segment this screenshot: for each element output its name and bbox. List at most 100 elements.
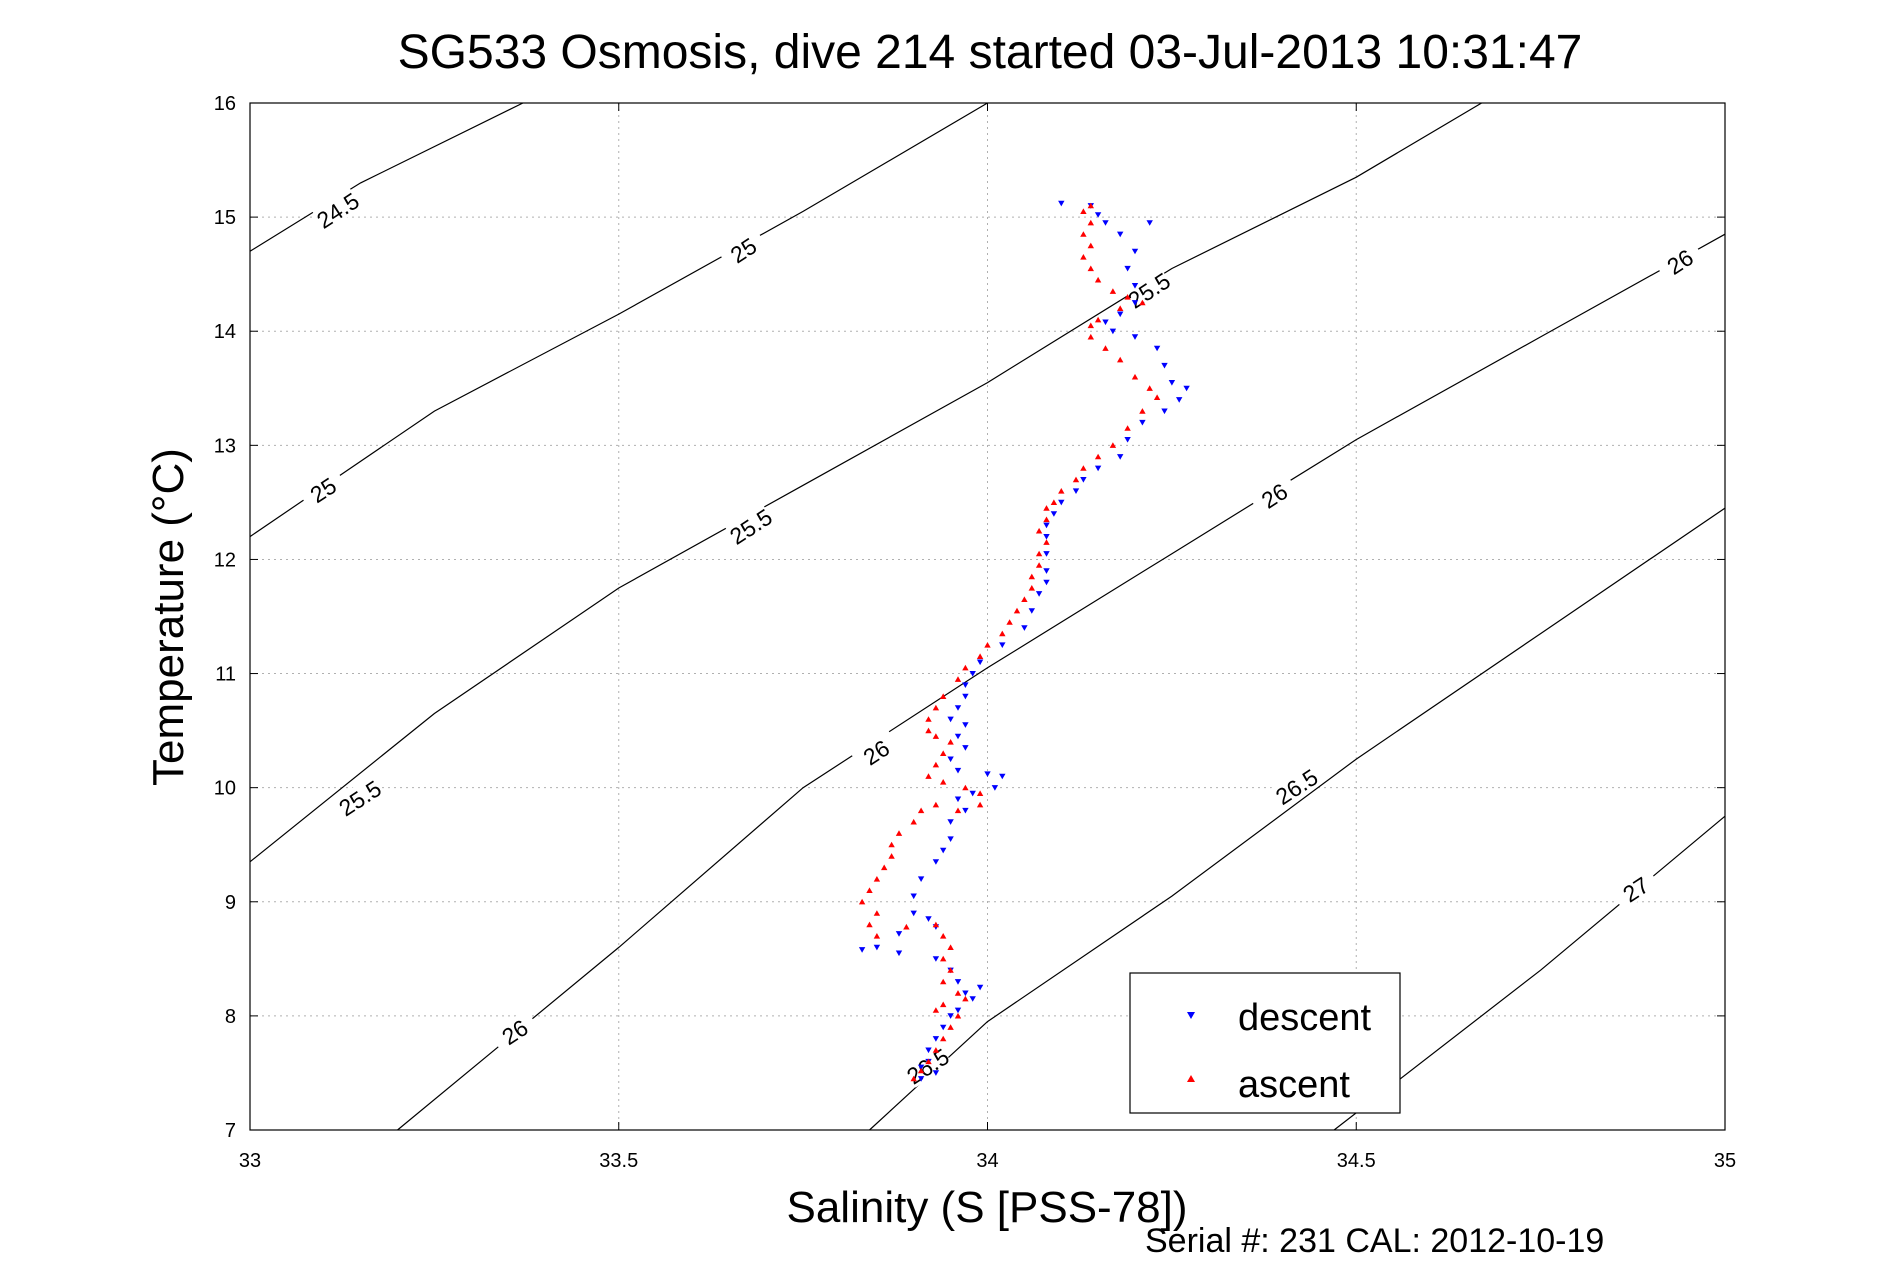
x-tick-label: 34.5 [1337,1150,1376,1172]
ascent-point [954,990,962,996]
ascent-point [1006,619,1013,625]
descent-point [969,996,976,1002]
ascent-point [1139,299,1146,306]
descent-point [910,910,917,917]
descent-point [1183,385,1190,392]
descent-point [1050,511,1058,517]
ascent-point [1013,607,1021,614]
ascent-point [932,921,940,928]
ascent-point [962,784,969,791]
y-tick-label: 11 [215,664,236,686]
ascent-point [917,807,925,814]
descent-point [1043,568,1050,574]
ascent-point [1035,550,1043,557]
descent-point [925,916,932,922]
ascent-point [1087,322,1094,329]
descent-point [1161,362,1168,369]
contour-label-text: 25.5 [1123,267,1175,313]
ascent-point [976,790,984,796]
ascent-point [940,1035,947,1042]
ascent-point [940,779,947,785]
descent-point [947,836,954,842]
legend-descent-label: descent [1238,997,1372,1039]
grid [250,103,1725,1130]
descent-point [991,785,999,791]
density-contour-line [1333,815,1726,1131]
ascent-point [932,1047,940,1053]
ascent-point [947,739,954,745]
ascent-point [910,818,917,825]
density-contour-label: 25.5 [1123,267,1175,313]
descent-point [1131,300,1139,306]
legend-ascent-marker [1187,1075,1195,1082]
descent-point [962,682,969,688]
descent-point [1131,334,1139,340]
descent-point [1058,200,1065,207]
ascent-point [947,1024,954,1030]
ascent-point [1043,505,1050,511]
descent-point [954,767,962,774]
density-contour-label: 26 [1654,239,1705,284]
y-tick-label: 9 [225,892,236,914]
ascent-point [1087,202,1094,209]
descent-point [1043,551,1050,557]
density-contour-label: 25.5 [334,775,386,821]
descent-point [954,1007,962,1014]
descent-point [917,1064,925,1071]
descent-point [1161,408,1168,415]
descent-point [947,756,954,763]
y-tick-label: 15 [214,207,236,229]
ascent-point [1124,425,1131,431]
ascent-point [1080,465,1087,471]
ascent-point [1072,476,1080,483]
ascent-point [1080,208,1087,214]
ascent-point [925,773,932,779]
ascent-point [954,1012,962,1019]
density-contour-line [249,102,524,252]
ascent-point [866,887,873,893]
ascent-point [1087,333,1094,340]
descent-point [917,876,925,882]
descent-point [976,659,984,666]
ascent-point [932,1007,940,1013]
ascent-point [1035,527,1043,534]
ascent-point [940,693,947,699]
ascent-point [947,944,954,950]
contour-label-bg [297,467,348,512]
ascent-point [1094,453,1102,460]
ascent-point [1094,276,1102,283]
x-tick-label: 33.5 [599,1150,638,1172]
ascent-point [940,1001,947,1008]
density-contour-label: 24.5 [312,187,364,233]
ascent-point [940,955,947,962]
descent-point [1094,212,1102,218]
descent-point [1028,608,1035,614]
descent-point [969,671,976,677]
descent-point [932,1036,940,1042]
ascent-point [1035,562,1043,568]
ascent-point [1087,219,1094,226]
x-tick-label: 35 [1714,1150,1736,1172]
descent-point [895,950,903,957]
ascent-point [1124,294,1131,300]
contour-label-bg [902,1043,953,1088]
serial-cal-footer: Serial #: 231 CAL: 2012-10-19 [1145,1222,1604,1260]
ascent-point [1139,408,1146,414]
ascent-point [932,704,940,711]
descent-point [1035,591,1043,597]
descent-point [1176,397,1183,403]
x-tick-label: 34 [976,1150,998,1172]
legend-ascent-label: ascent [1238,1064,1350,1106]
descent-point [873,944,881,951]
descent-point [1043,522,1050,529]
ascent-point [940,750,947,756]
descent-point [999,773,1006,780]
descent-point [917,1076,925,1082]
ascent-point [1146,385,1153,391]
contour-label-text: 25.5 [334,775,386,821]
ascent-point [940,978,947,985]
ascent-point [1117,305,1124,311]
contour-label-bg [1271,763,1322,809]
descent-point [1109,328,1117,335]
